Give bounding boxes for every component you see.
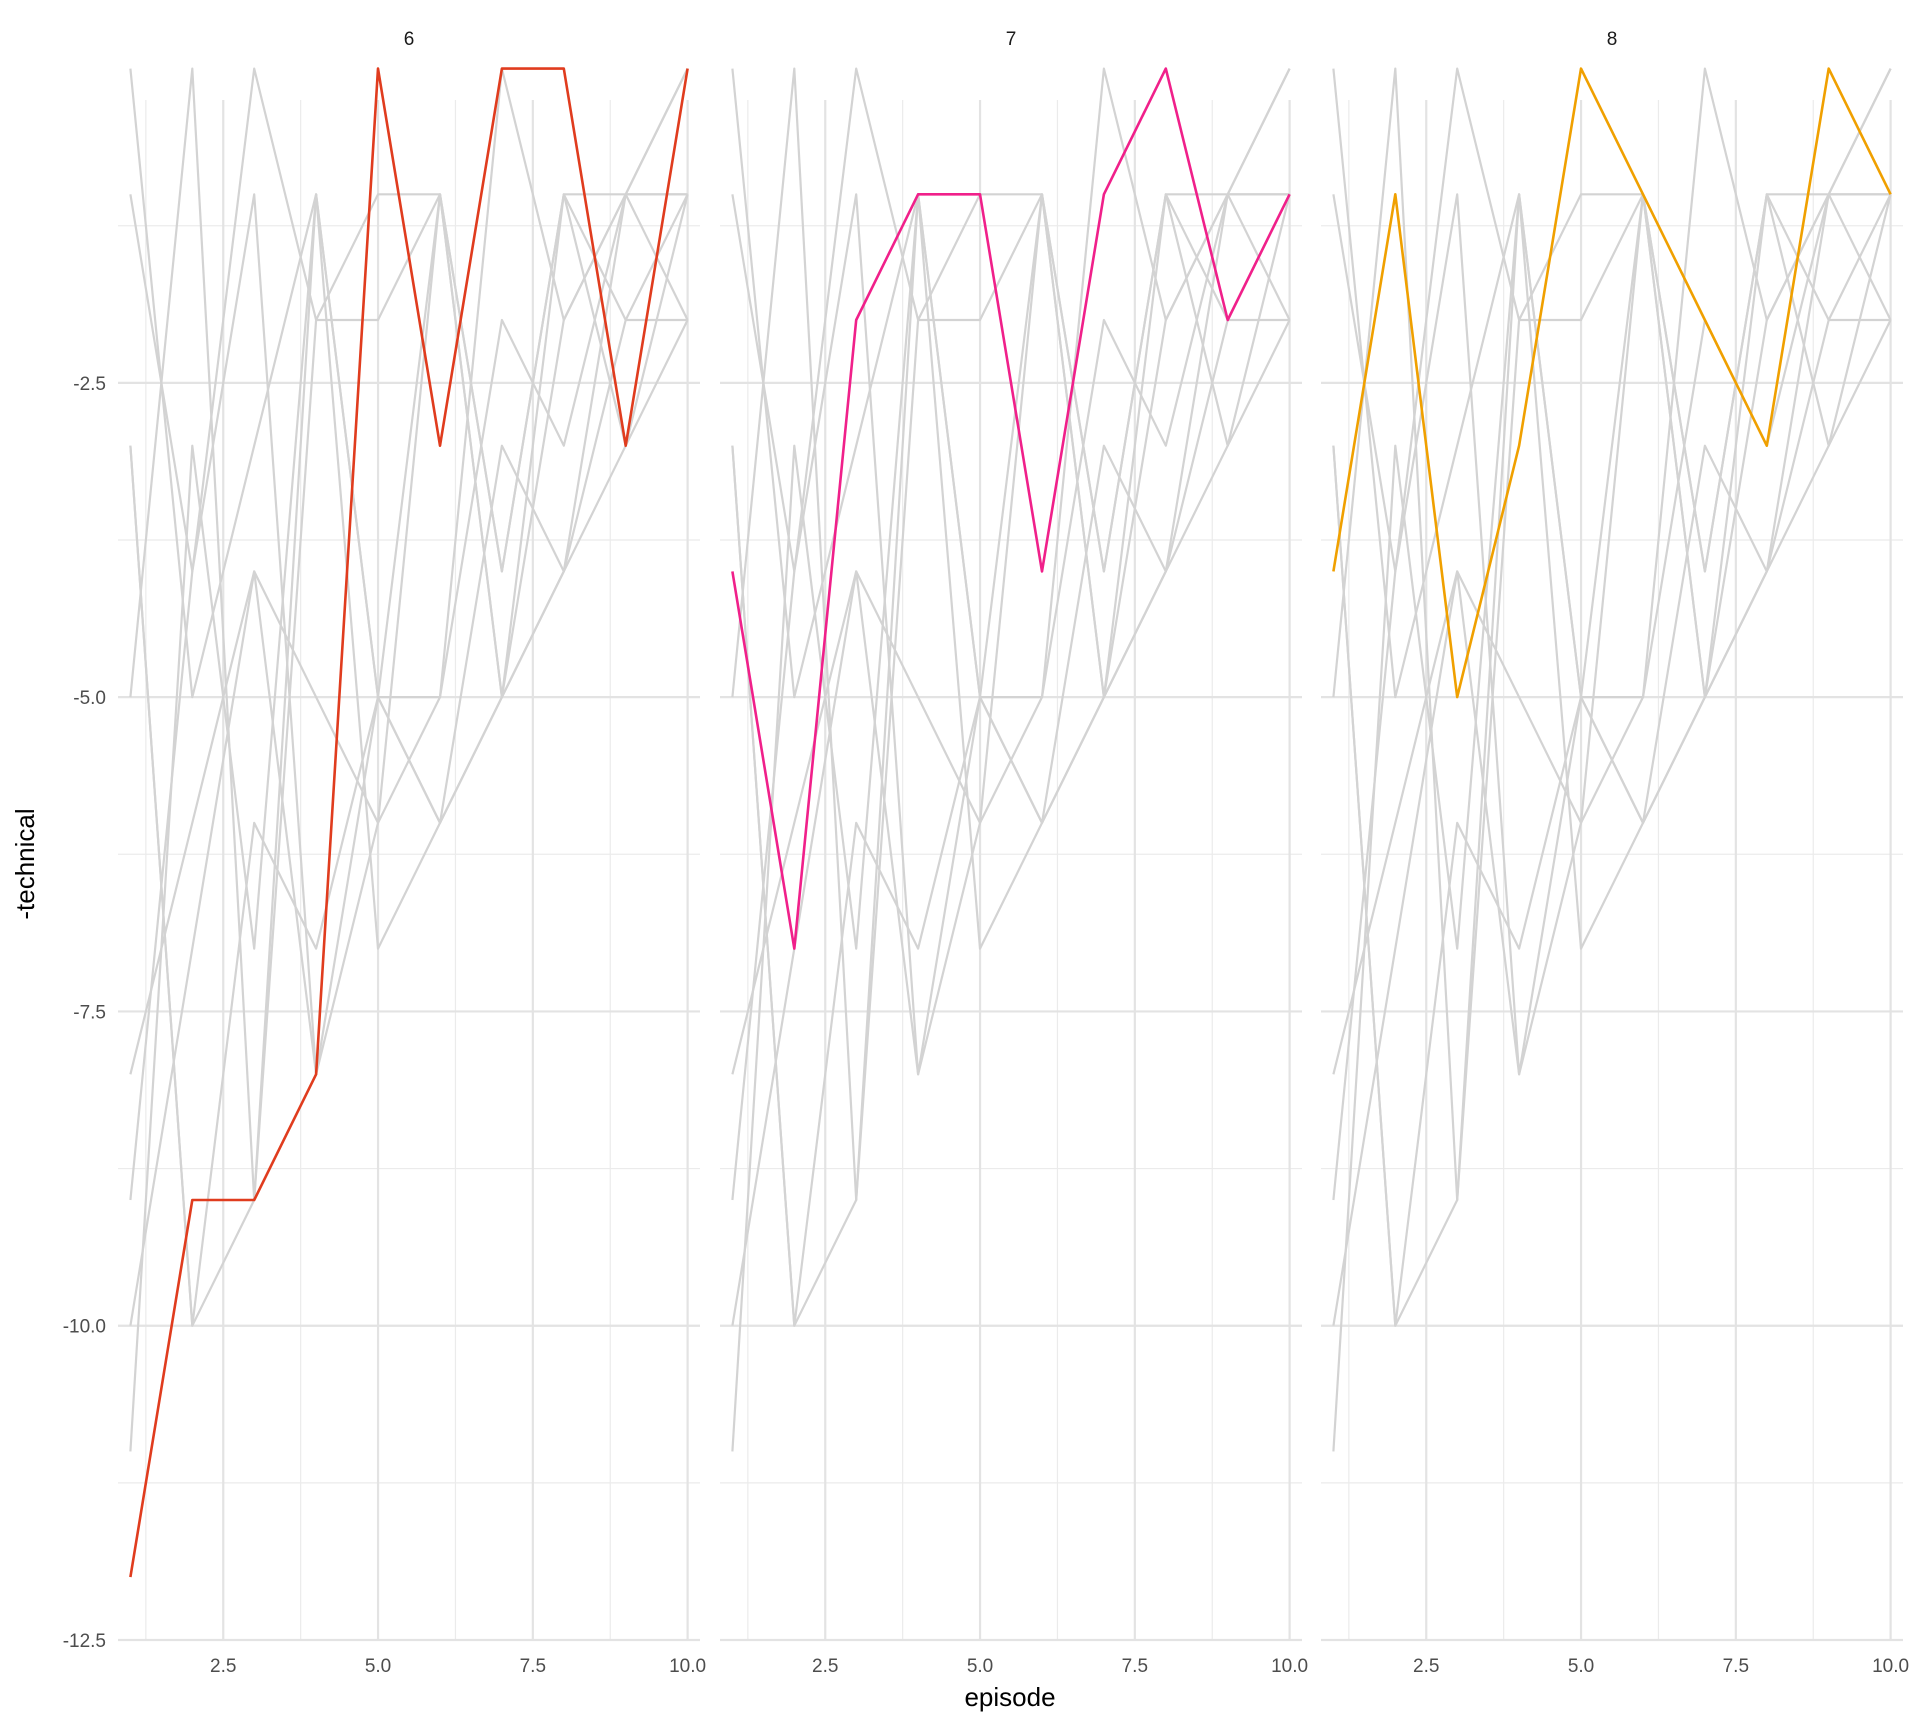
panel-6: 6 2.5 5.0 7.5 10.0 -2.5 -5.0 -7.5 -10.0 -12.5 [63,29,706,1677]
background-series-line [1332,193,1892,1452]
y-tick-label: -2.5 [73,374,106,395]
y-tick-label: -12.5 [63,1631,106,1652]
background-series-line [129,193,688,1327]
x-tick-label: 5.0 [365,1656,391,1677]
x-tick-label: 2.5 [1413,1656,1439,1677]
x-tick-label: 7.5 [1122,1656,1148,1677]
background-series-line [1332,193,1891,1327]
x-tick-label: 5.0 [1568,1656,1594,1677]
x-tick-label: 2.5 [812,1656,838,1677]
y-tick-label: -5.0 [73,688,106,709]
background-series-line [731,68,1291,950]
panel-strip-label: 7 [1006,29,1017,50]
y-tick-label: -7.5 [73,1002,106,1023]
x-tick-label: 7.5 [520,1656,546,1677]
background-series-line [731,193,1290,1327]
panel-strip-label: 6 [404,29,415,50]
facet-panels: 6 2.5 5.0 7.5 10.0 -2.5 -5.0 -7.5 -10.0 -12.5 7 2.5… [63,29,1909,1677]
x-tick-label: 10.0 [1271,1656,1308,1677]
background-series-line [731,193,1291,1452]
background-series-line [129,193,689,1452]
highlight-series-line [129,67,689,1578]
background-series-line [1332,68,1892,950]
background-series-line [129,68,689,950]
highlight-series-line [1332,67,1892,699]
highlight-series-line [731,67,1291,950]
x-tick-label: 2.5 [210,1656,236,1677]
panel-8: 8 2.5 5.0 7.5 10.0 [1321,29,1909,1677]
x-tick-label: 5.0 [967,1656,993,1677]
x-tick-label: 10.0 [1872,1656,1909,1677]
background-series-line [731,193,1291,1076]
x-axis-title: episode [964,1682,1055,1712]
y-axis-title: -technical [10,808,40,919]
background-series-line [1332,67,1892,1201]
x-tick-label: 10.0 [669,1656,706,1677]
panel-strip-label: 8 [1607,29,1618,50]
background-series-line [129,193,689,1076]
panel-7: 7 2.5 5.0 7.5 10.0 [720,29,1308,1677]
y-tick-label: -10.0 [63,1317,106,1338]
x-tick-label: 7.5 [1723,1656,1749,1677]
background-series-line [1332,193,1892,1076]
